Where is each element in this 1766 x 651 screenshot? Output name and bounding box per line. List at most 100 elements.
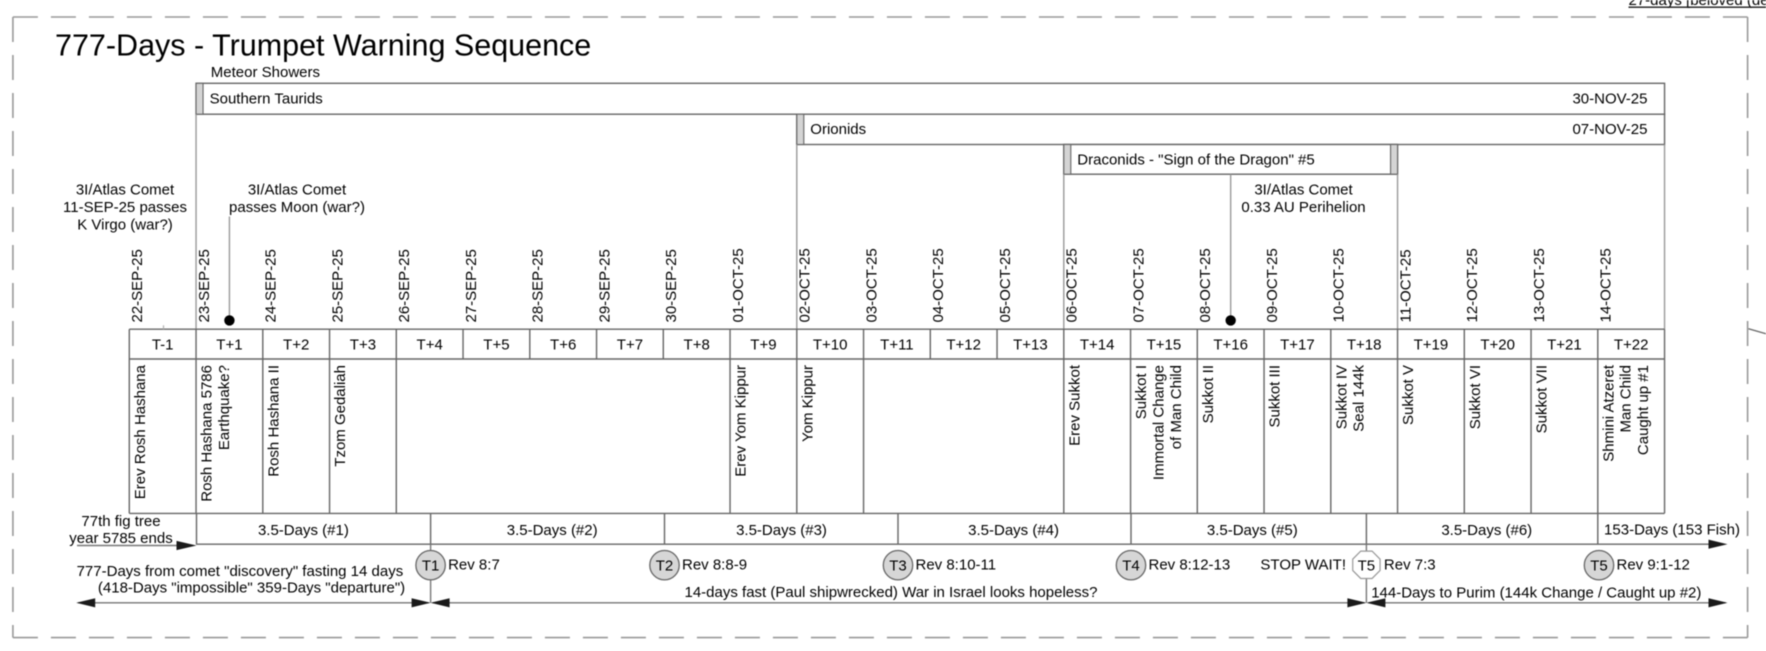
svg-text:T+18: T+18 (1347, 337, 1382, 354)
svg-text:10-OCT-25: 10-OCT-25 (1331, 248, 1348, 322)
svg-text:(418-Days "impossible" 359-Day: (418-Days "impossible" 359-Days "departu… (98, 580, 405, 597)
svg-text:3.5-Days (#3): 3.5-Days (#3) (736, 522, 827, 539)
svg-text:144-Days to Purim (144k Change: 144-Days to Purim (144k Change / Caught … (1371, 585, 1701, 602)
svg-text:13-OCT-25: 13-OCT-25 (1531, 248, 1548, 322)
svg-text:Draconids - "Sign of the Drago: Draconids - "Sign of the Dragon" #5 (1077, 152, 1314, 169)
svg-text:25-SEP-25: 25-SEP-25 (329, 249, 346, 322)
svg-text:Erev Sukkot: Erev Sukkot (1066, 364, 1083, 446)
svg-text:11-OCT-25: 11-OCT-25 (1397, 249, 1414, 322)
svg-text:T+16: T+16 (1213, 337, 1248, 354)
svg-text:T+20: T+20 (1480, 337, 1515, 354)
svg-text:3I/Atlas Comet: 3I/Atlas Comet (248, 182, 347, 199)
svg-text:Man Child: Man Child (1618, 365, 1635, 433)
svg-text:T+6: T+6 (550, 337, 576, 354)
svg-text:Rev 9:1-12: Rev 9:1-12 (1617, 557, 1690, 574)
svg-text:Rev 7:3: Rev 7:3 (1384, 557, 1436, 574)
svg-text:12-OCT-25: 12-OCT-25 (1464, 248, 1481, 322)
svg-text:Sukkot VI: Sukkot VI (1467, 365, 1484, 429)
svg-text:14-OCT-25: 14-OCT-25 (1598, 248, 1615, 322)
svg-text:29-SEP-25: 29-SEP-25 (596, 249, 613, 322)
svg-text:23-SEP-25: 23-SEP-25 (196, 249, 213, 322)
svg-text:passes Moon (war?): passes Moon (war?) (229, 199, 365, 216)
svg-text:Rev 8:8-9: Rev 8:8-9 (682, 557, 747, 574)
svg-text:Meteor Showers: Meteor Showers (211, 64, 320, 81)
svg-text:Rev 8:7: Rev 8:7 (448, 557, 500, 574)
svg-text:Orionids: Orionids (810, 121, 866, 138)
svg-text:Rosh Hashana II: Rosh Hashana II (265, 365, 282, 477)
svg-text:year 5785 ends: year 5785 ends (69, 530, 172, 547)
svg-text:T+4: T+4 (417, 337, 443, 354)
svg-text:3.5-Days (#4): 3.5-Days (#4) (968, 522, 1059, 539)
svg-text:05-OCT-25: 05-OCT-25 (997, 248, 1014, 322)
svg-text:03-OCT-25: 03-OCT-25 (863, 248, 880, 322)
svg-text:07-OCT-25: 07-OCT-25 (1130, 248, 1147, 322)
svg-text:T+12: T+12 (946, 337, 981, 354)
svg-text:T+19: T+19 (1414, 337, 1449, 354)
svg-text:T+21: T+21 (1547, 337, 1582, 354)
svg-text:30-NOV-25: 30-NOV-25 (1572, 91, 1647, 108)
svg-text:3.5-Days (#6): 3.5-Days (#6) (1441, 522, 1532, 539)
svg-text:27-SEP-25: 27-SEP-25 (463, 249, 480, 322)
svg-text:3.5-Days (#5): 3.5-Days (#5) (1207, 522, 1298, 539)
svg-text:77th fig tree: 77th fig tree (81, 513, 160, 530)
svg-text:777-Days - Trumpet Warning Seq: 777-Days - Trumpet Warning Sequence (55, 29, 591, 63)
svg-text:Sukkot V: Sukkot V (1400, 365, 1417, 425)
svg-text:T+13: T+13 (1013, 337, 1048, 354)
svg-text:T1: T1 (422, 557, 440, 574)
svg-text:T4: T4 (1122, 557, 1140, 574)
svg-text:T+5: T+5 (483, 337, 509, 354)
svg-text:Rev 8:10-11: Rev 8:10-11 (916, 557, 997, 574)
svg-text:3I/Atlas Comet: 3I/Atlas Comet (76, 182, 175, 199)
svg-text:Sukkot II: Sukkot II (1200, 365, 1217, 423)
svg-text:0.33 AU Perihelion: 0.33 AU Perihelion (1241, 199, 1365, 216)
svg-text:06-OCT-25: 06-OCT-25 (1064, 248, 1081, 322)
svg-text:Tzom Gedaliah: Tzom Gedaliah (332, 365, 349, 467)
svg-text:09-OCT-25: 09-OCT-25 (1264, 248, 1281, 322)
svg-text:Seal 144k: Seal 144k (1351, 365, 1368, 432)
svg-text:Rev 8:12-13: Rev 8:12-13 (1149, 557, 1231, 574)
svg-text:11-SEP-25 passes: 11-SEP-25 passes (63, 199, 187, 216)
svg-text:T-1: T-1 (152, 337, 174, 354)
svg-text:T+7: T+7 (617, 337, 643, 354)
svg-text:Yom Kippur: Yom Kippur (799, 365, 816, 442)
svg-text:3I/Atlas Comet: 3I/Atlas Comet (1254, 182, 1353, 199)
svg-text:T+1: T+1 (216, 337, 242, 354)
svg-text:30-SEP-25: 30-SEP-25 (663, 249, 680, 322)
svg-text:Sukkot VII: Sukkot VII (1534, 365, 1551, 433)
svg-text:24-SEP-25: 24-SEP-25 (263, 249, 280, 322)
svg-text:3.5-Days (#1): 3.5-Days (#1) (258, 522, 349, 539)
svg-text:14-days fast (Paul shipwrecked: 14-days fast (Paul shipwrecked) War in I… (685, 584, 1098, 601)
svg-text:01-OCT-25: 01-OCT-25 (730, 248, 747, 322)
svg-text:T+3: T+3 (350, 337, 376, 354)
svg-text:T2: T2 (656, 557, 674, 574)
svg-text:T+8: T+8 (684, 337, 710, 354)
svg-text:27-days [beloved (de: 27-days [beloved (de (1629, 0, 1766, 9)
svg-text:08-OCT-25: 08-OCT-25 (1197, 248, 1214, 322)
svg-text:Sukkot IV: Sukkot IV (1333, 365, 1350, 429)
svg-text:T5: T5 (1590, 557, 1608, 574)
svg-text:04-OCT-25: 04-OCT-25 (930, 248, 947, 322)
svg-text:of Man Child: of Man Child (1168, 365, 1185, 449)
svg-text:T+2: T+2 (283, 337, 309, 354)
svg-text:T+22: T+22 (1614, 337, 1649, 354)
svg-text:Rosh Hashana 5786: Rosh Hashana 5786 (199, 365, 216, 502)
svg-text:Sukkot I: Sukkot I (1133, 365, 1150, 419)
svg-text:777-Days from comet "discovery: 777-Days from comet "discovery" fasting … (77, 563, 404, 580)
svg-text:3.5-Days (#2): 3.5-Days (#2) (507, 522, 598, 539)
svg-text:K Virgo (war?): K Virgo (war?) (77, 217, 173, 234)
svg-text:T+17: T+17 (1280, 337, 1315, 354)
svg-text:STOP WAIT!: STOP WAIT! (1260, 557, 1346, 574)
svg-text:T+14: T+14 (1080, 337, 1115, 354)
svg-text:22-SEP-25: 22-SEP-25 (129, 249, 146, 322)
svg-text:T+11: T+11 (880, 337, 914, 354)
svg-text:T3: T3 (889, 557, 907, 574)
svg-text:T+9: T+9 (750, 337, 776, 354)
svg-text:T+10: T+10 (813, 337, 848, 354)
svg-text:Southern Taurids: Southern Taurids (210, 91, 323, 108)
svg-text:02-OCT-25: 02-OCT-25 (797, 248, 814, 322)
svg-text:07-NOV-25: 07-NOV-25 (1572, 121, 1647, 138)
svg-text:Caught up #1: Caught up #1 (1635, 365, 1652, 455)
svg-text:T+15: T+15 (1147, 337, 1182, 354)
svg-text:26-SEP-25: 26-SEP-25 (396, 249, 413, 322)
svg-text:Immortal Change: Immortal Change (1150, 365, 1167, 480)
